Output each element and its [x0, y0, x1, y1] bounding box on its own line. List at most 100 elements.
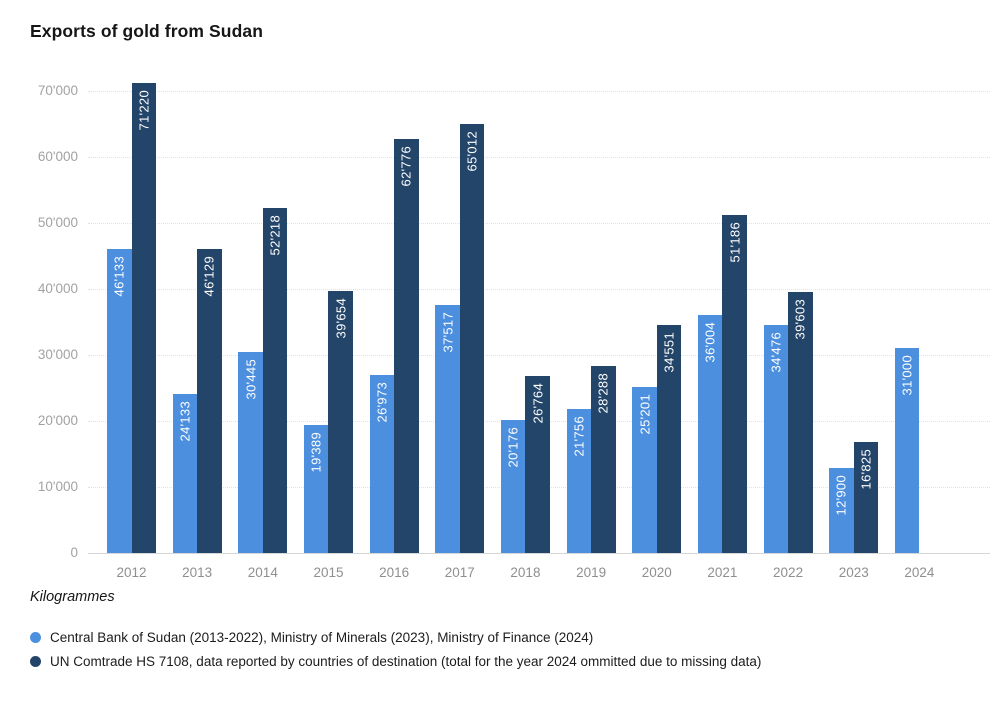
bar-central-bank-2020[interactable]: 25'201	[632, 386, 657, 553]
bar-value-label: 12'900	[833, 474, 849, 516]
bar-un-comtrade-2014[interactable]: 52'218	[262, 208, 288, 553]
y-axis-tick-label: 20'000	[37, 413, 78, 428]
bar-un-comtrade-2015[interactable]: 39'654	[328, 291, 353, 553]
bar-un-comtrade-2018[interactable]: 26'764	[525, 376, 550, 553]
legend-label: UN Comtrade HS 7108, data reported by co…	[50, 654, 762, 669]
unit-label: Kilogrammes	[30, 589, 115, 605]
bar-value-label: 26'764	[530, 383, 546, 424]
bar-un-comtrade-2013[interactable]: 46'129	[197, 248, 222, 553]
bar-central-bank-2013[interactable]: 24'133	[172, 393, 198, 553]
legend: Central Bank of Sudan (2013-2022), Minis…	[30, 630, 761, 669]
y-axis: 70'000 60'000 50'000 40'000 30'000 20'000 10'0…	[22, 83, 78, 560]
x-axis-tick-label: 2018	[510, 565, 541, 580]
bar-central-bank-2021[interactable]: 36'004	[697, 315, 723, 553]
bar-value-label: 62'776	[398, 145, 414, 187]
bar-un-comtrade-2023[interactable]: 16'825	[853, 441, 879, 553]
x-axis-tick-label: 2012	[116, 565, 147, 580]
bar-value-label: 39'654	[333, 298, 349, 339]
legend-item-un-comtrade: UN Comtrade HS 7108, data reported by co…	[30, 654, 761, 669]
bar-group-2020: 25'201 34'551 2020	[632, 324, 682, 580]
bar-group-2012: 46'133 71'220 2012	[107, 82, 156, 580]
bar-value-label: 52'218	[267, 215, 283, 256]
bar-value-label: 46'133	[111, 255, 127, 296]
bar-value-label: 37'517	[440, 312, 456, 353]
gridline	[88, 157, 990, 158]
bar-central-bank-2024[interactable]: 31'000	[894, 348, 920, 553]
x-axis-tick-label: 2021	[707, 565, 738, 580]
bar-un-comtrade-2012[interactable]: 71'220	[131, 82, 156, 553]
bar-group-2015: 19'389 39'654 2015	[303, 291, 353, 580]
bar-central-bank-2015[interactable]: 19'389	[303, 425, 329, 553]
y-axis-tick-label: 70'000	[37, 83, 78, 98]
x-axis-tick-label: 2013	[182, 565, 213, 580]
bar-value-label: 46'129	[201, 255, 217, 296]
bar-groups: 46'133 71'220 2012 24'133 46'129 2013 30'445 52…	[107, 82, 944, 580]
bar-value-label: 65'012	[464, 130, 480, 172]
y-axis-tick-label: 50'000	[37, 215, 78, 230]
bar-central-bank-2022[interactable]: 34'476	[763, 325, 789, 553]
legend-label: Central Bank of Sudan (2013-2022), Minis…	[50, 630, 594, 645]
bar-value-label: 71'220	[136, 89, 152, 131]
y-axis-tick-label: 40'000	[37, 281, 78, 296]
bar-value-label: 30'445	[243, 359, 259, 400]
bar-value-label: 34'476	[768, 332, 784, 373]
bar-group-2023: 12'900 16'825 2023	[829, 441, 879, 580]
x-axis-tick-label: 2017	[444, 565, 475, 580]
bar-group-2022: 34'476 39'603 2022	[763, 291, 813, 580]
bar-central-bank-2023[interactable]: 12'900	[829, 467, 854, 553]
bar-group-2014: 30'445 52'218 2014	[238, 208, 288, 580]
gridline	[88, 355, 990, 356]
bar-un-comtrade-2019[interactable]: 28'288	[591, 366, 616, 553]
bar-un-comtrade-2017[interactable]: 65'012	[459, 123, 485, 553]
plot-area: 46'133 71'220 2012 24'133 46'129 2013 30'445 52…	[88, 82, 990, 580]
bar-central-bank-2019[interactable]: 21'756	[566, 409, 592, 553]
x-axis-tick-label: 2015	[313, 565, 344, 580]
bar-un-comtrade-2020[interactable]: 34'551	[656, 324, 682, 553]
bar-central-bank-2017[interactable]: 37'517	[435, 305, 460, 553]
bar-central-bank-2018[interactable]: 20'176	[500, 419, 526, 553]
bar-value-label: 39'603	[792, 298, 808, 340]
bar-central-bank-2014[interactable]: 30'445	[238, 352, 263, 553]
bar-value-label: 36'004	[702, 322, 718, 363]
x-axis-tick-label: 2024	[904, 565, 935, 580]
bar-group-2024: 31'000 2024	[894, 348, 944, 580]
bar-central-bank-2016[interactable]: 26'973	[369, 374, 395, 553]
gridline	[88, 289, 990, 290]
y-axis-tick-label: 0	[70, 545, 78, 560]
gridline	[88, 91, 990, 92]
bar-group-2013: 24'133 46'129 2013	[172, 248, 222, 580]
x-axis-tick-label: 2014	[247, 565, 278, 580]
bar-un-comtrade-2021[interactable]: 51'186	[722, 215, 747, 553]
legend-dot-icon	[30, 632, 41, 643]
bar-value-label: 19'389	[308, 432, 324, 473]
bar-value-label: 31'000	[899, 355, 915, 396]
bar-un-comtrade-2022[interactable]: 39'603	[788, 291, 813, 553]
y-axis-tick-label: 60'000	[37, 149, 78, 164]
x-axis-tick-label: 2020	[641, 565, 672, 580]
x-axis-tick-label: 2019	[576, 565, 607, 580]
bar-value-label: 21'756	[571, 416, 587, 457]
bar-un-comtrade-2016[interactable]: 62'776	[394, 138, 419, 553]
bar-group-2018: 20'176 26'764 2018	[500, 376, 550, 580]
bar-value-label: 26'973	[374, 381, 390, 423]
x-axis-tick-label: 2016	[379, 565, 410, 580]
legend-item-central-bank: Central Bank of Sudan (2013-2022), Minis…	[30, 630, 761, 645]
bar-value-label: 20'176	[505, 426, 521, 468]
bar-value-label: 25'201	[637, 393, 652, 435]
bar-central-bank-2012[interactable]: 46'133	[107, 248, 132, 553]
chart-title: Exports of gold from Sudan	[30, 21, 264, 41]
bar-value-label: 24'133	[177, 400, 193, 442]
bar-value-label: 34'551	[661, 331, 677, 373]
x-axis-line	[88, 553, 990, 554]
y-axis-tick-label: 10'000	[37, 479, 78, 494]
bar-group-2021: 36'004 51'186 2021	[697, 215, 747, 580]
bar-value-label: 51'186	[727, 222, 743, 263]
bar-group-2016: 26'973 62'776 2016	[369, 138, 419, 580]
legend-dot-icon	[30, 656, 41, 667]
bar-group-2017: 37'517 65'012 2017	[435, 123, 485, 580]
x-axis-tick-label: 2023	[838, 565, 869, 580]
bar-value-label: 28'288	[595, 373, 611, 414]
y-axis-tick-label: 30'000	[37, 347, 78, 362]
gridline	[88, 223, 990, 224]
